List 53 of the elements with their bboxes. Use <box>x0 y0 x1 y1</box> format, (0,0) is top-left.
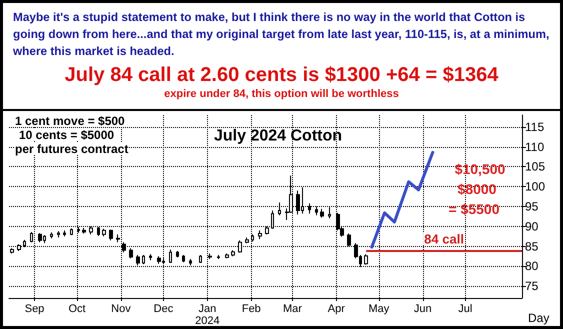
text: July 84 call at 2.60 cents is $1300 +64 = $1364 <box>64 64 500 87</box>
x-tick-label: Jan 2024 <box>195 303 220 327</box>
candlestick <box>50 232 53 239</box>
annotation: $8000 <box>458 181 497 197</box>
candlestick <box>169 248 172 264</box>
candlestick <box>129 248 133 259</box>
x-tick-label: Dec <box>154 303 174 315</box>
annotation: = $5500 <box>448 201 500 217</box>
candlestick <box>258 230 262 240</box>
y-tick-label: 90 <box>525 219 539 234</box>
candlestick <box>57 230 60 238</box>
y-tick-label: 85 <box>525 239 539 254</box>
x-tick-label: Sep <box>24 303 44 315</box>
candlestick <box>38 232 42 243</box>
annotation: 1 cent move = $500 <box>15 114 126 128</box>
y-tick-label: 100 <box>525 180 546 194</box>
x-tick-label: Jul <box>458 303 472 315</box>
candlestick <box>217 254 220 260</box>
x-tick-label: Apr <box>328 303 346 315</box>
y-tick-label: 95 <box>525 200 539 214</box>
x-tick-label: Jun <box>414 303 432 315</box>
x-tick-label: Feb <box>242 303 261 315</box>
candlestick <box>231 250 235 257</box>
candlestick <box>102 228 106 237</box>
candlestick <box>142 254 145 265</box>
candlestick <box>199 254 202 264</box>
candlestick <box>245 237 249 244</box>
candlestick <box>182 254 185 263</box>
text: Maybe it's a stupid statement to make, but I think there is no way in the world that Cotton is going down from here...and that my original target from late last year, 110-115, is, at a minimum, where this market is headed. <box>13 9 550 60</box>
candlestick <box>157 256 161 264</box>
y-tick-label: 80 <box>525 259 539 274</box>
x-axis-title: Day <box>528 311 550 325</box>
x-tick-label: Mar <box>282 303 302 315</box>
candlestick <box>63 230 66 237</box>
candlestick <box>176 250 179 258</box>
candlestick <box>320 208 324 218</box>
x-tick-label: Oct <box>68 303 86 315</box>
candlestick <box>149 254 152 261</box>
y-tick-label: 110 <box>525 140 544 154</box>
y-tick-label: 115 <box>525 120 544 134</box>
y-tick-label: 105 <box>525 160 546 174</box>
ref-line-label: 84 call <box>424 231 464 246</box>
y-tick-label: 75 <box>525 279 539 294</box>
annotation: $10,500 <box>454 161 506 177</box>
candlestick <box>225 252 229 259</box>
x-tick-label: May <box>368 303 390 315</box>
text: expire under 84, this option will be worthless <box>163 88 400 100</box>
candlestick <box>109 229 113 241</box>
candlestick <box>189 258 192 266</box>
x-tick-label: Nov <box>111 303 132 315</box>
annotation: per futures contract <box>15 142 128 156</box>
annotation: 10 cents = $5000 <box>19 128 114 142</box>
text: July 2024 Cotton <box>214 128 342 144</box>
